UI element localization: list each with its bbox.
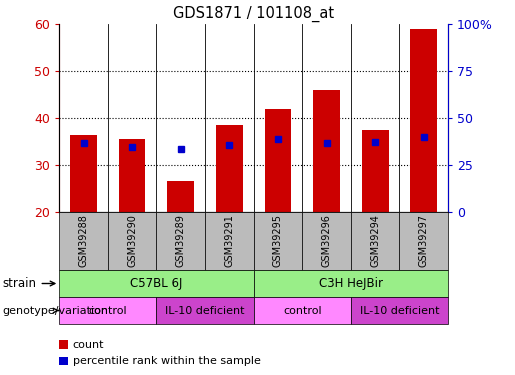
Text: GSM39294: GSM39294	[370, 214, 380, 267]
Text: IL-10 deficient: IL-10 deficient	[359, 306, 439, 315]
Text: control: control	[89, 306, 127, 315]
Text: GSM39296: GSM39296	[321, 214, 332, 267]
Bar	[362, 130, 388, 212]
Text: genotype/variation: genotype/variation	[3, 306, 109, 315]
Bar	[265, 109, 291, 212]
Text: GSM39291: GSM39291	[225, 214, 234, 267]
Text: IL-10 deficient: IL-10 deficient	[165, 306, 245, 315]
Bar	[59, 340, 68, 350]
Bar	[400, 212, 448, 270]
Bar	[302, 212, 351, 270]
Bar	[205, 212, 253, 270]
Text: GSM39295: GSM39295	[273, 214, 283, 267]
Text: strain: strain	[3, 277, 55, 290]
Bar	[157, 297, 253, 324]
Text: C3H HeJBir: C3H HeJBir	[319, 277, 383, 290]
Bar	[157, 212, 205, 270]
Bar	[253, 297, 351, 324]
Bar	[410, 29, 437, 212]
Text: C57BL 6J: C57BL 6J	[130, 277, 183, 290]
Bar	[253, 212, 302, 270]
Text: count: count	[73, 340, 104, 350]
Bar	[351, 212, 400, 270]
Bar	[70, 135, 97, 212]
Bar	[59, 357, 68, 364]
Text: percentile rank within the sample: percentile rank within the sample	[73, 356, 261, 366]
Bar	[313, 90, 340, 212]
Bar	[108, 212, 157, 270]
Text: GSM39288: GSM39288	[78, 214, 89, 267]
Bar	[351, 297, 448, 324]
Bar	[119, 139, 146, 212]
Text: control: control	[283, 306, 321, 315]
Bar	[59, 297, 157, 324]
Bar	[167, 182, 194, 212]
Text: GSM39290: GSM39290	[127, 214, 137, 267]
Bar	[253, 270, 448, 297]
Text: GSM39289: GSM39289	[176, 214, 186, 267]
Bar	[59, 270, 253, 297]
Title: GDS1871 / 101108_at: GDS1871 / 101108_at	[173, 5, 334, 22]
Text: GSM39297: GSM39297	[419, 214, 429, 267]
Bar	[216, 125, 243, 212]
Bar	[59, 212, 108, 270]
